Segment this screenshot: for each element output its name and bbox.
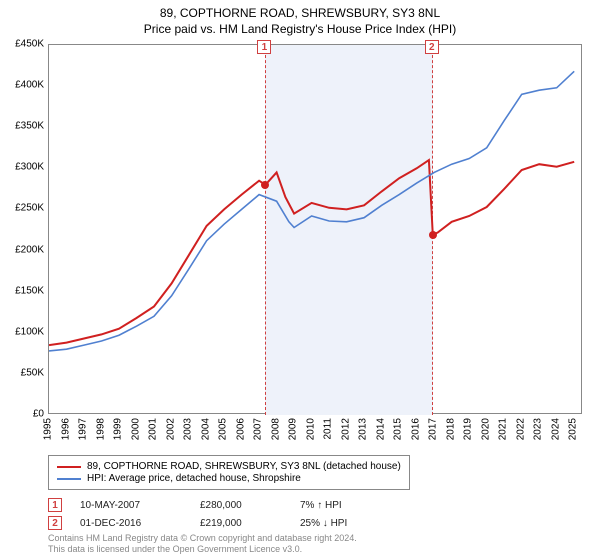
x-tick-label: 2000 — [130, 418, 141, 440]
x-tick-label: 2004 — [200, 418, 211, 440]
title-subtitle: Price paid vs. HM Land Registry's House … — [0, 22, 600, 36]
x-tick-label: 2012 — [340, 418, 351, 440]
plot-area — [48, 44, 582, 414]
x-tick-label: 2022 — [515, 418, 526, 440]
event-number-box: 1 — [48, 498, 62, 512]
title-block: 89, COPTHORNE ROAD, SHREWSBURY, SY3 8NL … — [0, 0, 600, 36]
sale-marker — [429, 231, 437, 239]
x-tick-label: 2002 — [165, 418, 176, 440]
x-tick-label: 2013 — [358, 418, 369, 440]
legend-swatch — [57, 466, 81, 468]
x-tick-label: 2001 — [148, 418, 159, 440]
x-tick-label: 1999 — [113, 418, 124, 440]
y-tick-label: £0 — [0, 409, 44, 420]
event-price: £280,000 — [200, 500, 300, 511]
legend-label: HPI: Average price, detached house, Shro… — [87, 473, 301, 484]
event-date: 01-DEC-2016 — [80, 518, 200, 529]
legend-item: 89, COPTHORNE ROAD, SHREWSBURY, SY3 8NL … — [57, 461, 401, 472]
chart-container: 89, COPTHORNE ROAD, SHREWSBURY, SY3 8NL … — [0, 0, 600, 560]
event-price: £219,000 — [200, 518, 300, 529]
x-tick-label: 2019 — [463, 418, 474, 440]
legend: 89, COPTHORNE ROAD, SHREWSBURY, SY3 8NL … — [48, 455, 410, 490]
legend-label: 89, COPTHORNE ROAD, SHREWSBURY, SY3 8NL … — [87, 461, 401, 472]
x-tick-label: 2009 — [288, 418, 299, 440]
x-tick-label: 1995 — [43, 418, 54, 440]
event-pct: 25% ↓ HPI — [300, 518, 420, 529]
title-address: 89, COPTHORNE ROAD, SHREWSBURY, SY3 8NL — [0, 6, 600, 20]
x-tick-label: 2021 — [498, 418, 509, 440]
y-tick-label: £450K — [0, 39, 44, 50]
y-tick-label: £50K — [0, 367, 44, 378]
event-marker-box: 1 — [257, 40, 271, 54]
y-tick-label: £150K — [0, 285, 44, 296]
x-tick-label: 2024 — [550, 418, 561, 440]
legend-item: HPI: Average price, detached house, Shro… — [57, 473, 401, 484]
series-hpi — [49, 71, 574, 351]
x-tick-label: 2008 — [270, 418, 281, 440]
x-tick-label: 2015 — [393, 418, 404, 440]
footer-line2: This data is licensed under the Open Gov… — [48, 544, 357, 556]
y-tick-label: £400K — [0, 80, 44, 91]
x-tick-label: 2003 — [183, 418, 194, 440]
x-tick-label: 2018 — [445, 418, 456, 440]
x-tick-label: 2010 — [305, 418, 316, 440]
y-tick-label: £100K — [0, 326, 44, 337]
x-tick-label: 1997 — [78, 418, 89, 440]
series-property — [49, 160, 574, 345]
y-tick-label: £300K — [0, 162, 44, 173]
footer-line1: Contains HM Land Registry data © Crown c… — [48, 533, 357, 545]
event-pct: 7% ↑ HPI — [300, 500, 420, 511]
x-tick-label: 2014 — [375, 418, 386, 440]
x-tick-label: 1998 — [95, 418, 106, 440]
legend-swatch — [57, 478, 81, 480]
x-tick-label: 2011 — [323, 418, 334, 440]
x-tick-label: 2023 — [533, 418, 544, 440]
line-series-svg — [49, 45, 583, 415]
y-tick-label: £250K — [0, 203, 44, 214]
x-tick-label: 2005 — [218, 418, 229, 440]
x-tick-label: 2007 — [253, 418, 264, 440]
footer-attribution: Contains HM Land Registry data © Crown c… — [48, 533, 357, 556]
x-tick-label: 1996 — [60, 418, 71, 440]
x-tick-label: 2025 — [568, 418, 579, 440]
chart-area: 12 £0£50K£100K£150K£200K£250K£300K£350K£… — [48, 44, 582, 414]
x-tick-label: 2020 — [480, 418, 491, 440]
event-row: 1 10-MAY-2007£280,0007% ↑ HPI — [48, 498, 420, 512]
events-table: 1 10-MAY-2007£280,0007% ↑ HPI 2 01-DEC-2016… — [48, 498, 420, 534]
event-marker-box: 2 — [425, 40, 439, 54]
x-tick-label: 2006 — [235, 418, 246, 440]
x-tick-label: 2016 — [410, 418, 421, 440]
event-date: 10-MAY-2007 — [80, 500, 200, 511]
event-row: 2 01-DEC-2016£219,00025% ↓ HPI — [48, 516, 420, 530]
y-tick-label: £350K — [0, 121, 44, 132]
event-number-box: 2 — [48, 516, 62, 530]
sale-marker — [261, 181, 269, 189]
x-tick-label: 2017 — [428, 418, 439, 440]
y-tick-label: £200K — [0, 244, 44, 255]
